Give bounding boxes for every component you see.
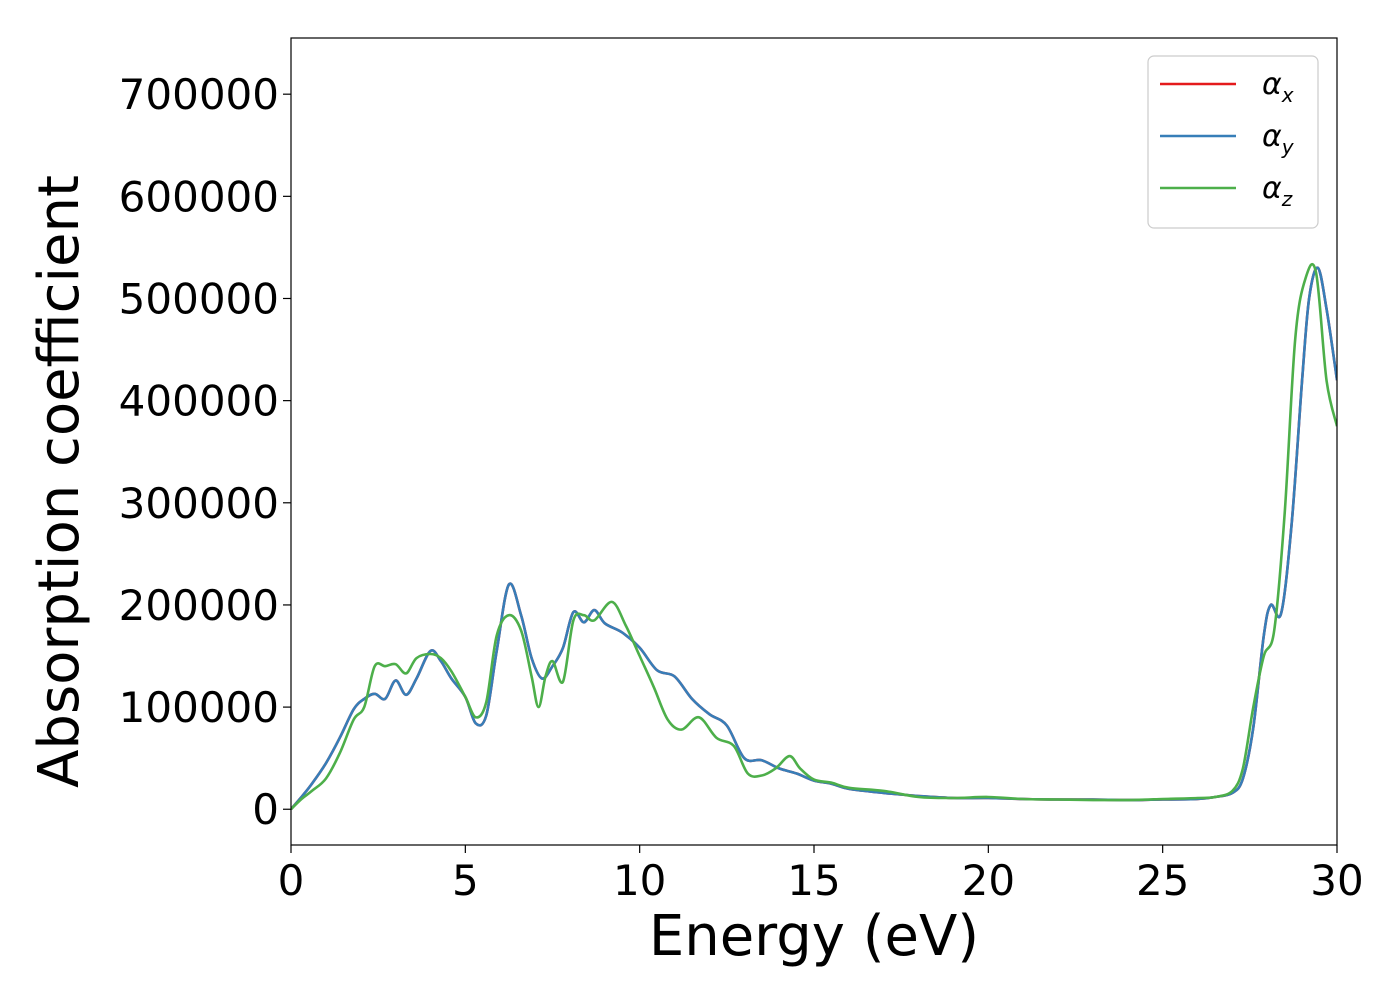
- y-tick-label: 500000: [119, 274, 279, 323]
- series-line-z: [291, 262, 1337, 811]
- legend-label-z: αz: [1262, 171, 1293, 211]
- x-tick-label: 20: [962, 856, 1015, 905]
- y-tick-label: 700000: [119, 70, 279, 119]
- x-axis-title: Energy (eV): [649, 904, 979, 969]
- y-tick-label: 300000: [119, 479, 279, 528]
- y-tick-label: 600000: [119, 172, 279, 221]
- legend-label-y: αy: [1262, 119, 1295, 159]
- x-axis-ticks: 0 5 10 15 20 25 30: [278, 845, 1364, 905]
- x-tick-label: 0: [278, 856, 305, 905]
- series-line-y: [291, 266, 1337, 811]
- legend-box: [1147, 55, 1319, 229]
- series-layer: [291, 262, 1337, 811]
- y-tick-label: 0: [252, 785, 279, 834]
- y-axis-title: Absorption coefficient: [27, 175, 92, 788]
- x-tick-label: 10: [613, 856, 666, 905]
- y-tick-label: 200000: [119, 581, 279, 630]
- y-tick-label: 400000: [119, 377, 279, 426]
- legend: αx αy αz: [1147, 55, 1319, 229]
- legend-label-x: αx: [1262, 67, 1294, 107]
- series-line-x: [291, 266, 1337, 811]
- x-tick-label: 25: [1136, 856, 1189, 905]
- x-tick-label: 30: [1310, 856, 1363, 905]
- y-tick-label: 100000: [119, 683, 279, 732]
- x-tick-label: 5: [452, 856, 479, 905]
- y-axis-ticks: 0 100000 200000 300000 400000 500000 600000 700…: [119, 70, 291, 834]
- x-tick-label: 15: [787, 856, 840, 905]
